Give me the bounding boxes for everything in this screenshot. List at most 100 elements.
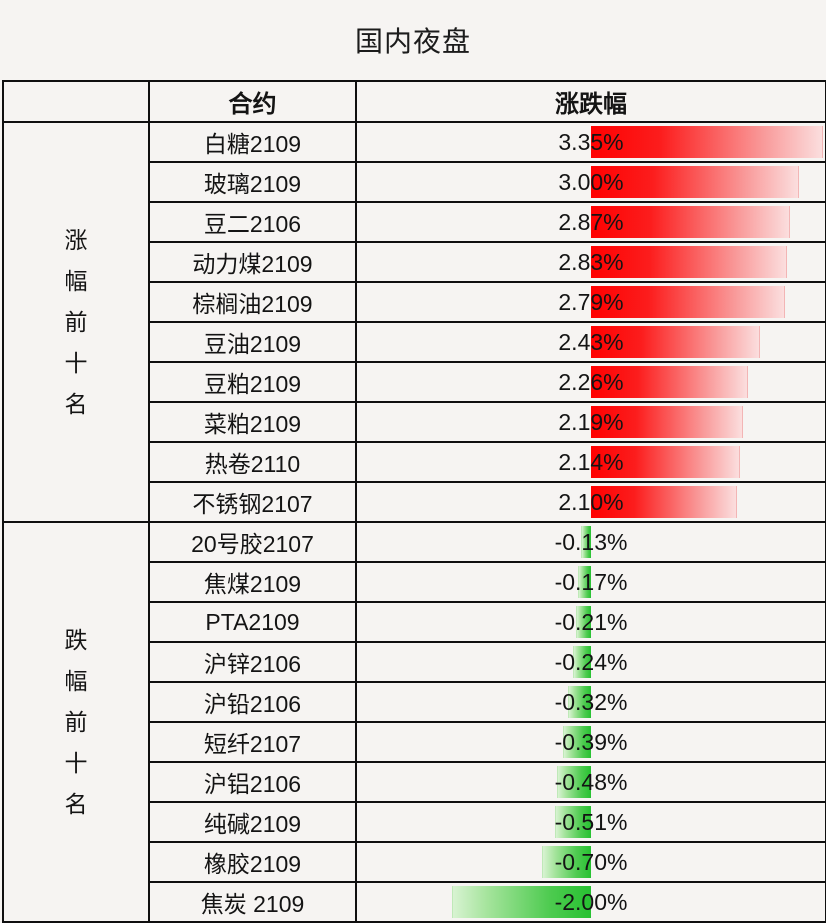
change-cell: -0.24% [355,641,826,683]
positive-data-bar [591,286,785,318]
change-cell: 2.14% [355,441,826,483]
change-value: 2.79% [558,288,624,315]
section-label-gainers: 涨 幅 前 十 名 [2,121,150,523]
contract-cell: 白糖2109 [148,121,357,163]
contract-cell: 焦煤2109 [148,561,357,603]
change-value: 3.35% [558,128,624,155]
change-cell: -0.17% [355,561,826,603]
night-session-table: 合约 涨跌幅 涨 幅 前 十 名 白糖2109 3.35% 玻璃2109 3.00% 豆二… [2,80,826,923]
contract-cell: 豆粕2109 [148,361,357,403]
contract-cell: 不锈钢2107 [148,481,357,523]
contract-cell: 焦炭 2109 [148,881,357,923]
change-cell: -0.39% [355,721,826,763]
table-row: 棕榈油2109 2.79% [3,281,826,323]
table-row: 不锈钢2107 2.10% [3,481,826,523]
change-cell: -0.48% [355,761,826,803]
negative-data-bar [563,726,591,758]
change-value: 2.26% [558,368,624,395]
change-cell: 2.79% [355,281,826,323]
table-row: 焦煤2109 -0.17% [3,561,826,603]
change-cell: -0.21% [355,601,826,643]
contract-cell: 沪铝2106 [148,761,357,803]
table-header: 合约 涨跌幅 [2,80,826,123]
change-value: 2.10% [558,488,624,515]
change-value: -0.13% [554,528,628,555]
positive-data-bar [591,366,748,398]
table-body: 涨 幅 前 十 名 白糖2109 3.35% 玻璃2109 3.00% 豆二2106 2.8… [2,121,826,923]
change-value: 3.00% [558,168,624,195]
positive-data-bar [591,446,740,478]
table-row: 豆二2106 2.87% [3,201,826,243]
contract-cell: 豆油2109 [148,321,357,363]
positive-data-bar [591,166,800,198]
table-row: 焦炭 2109 -2.00% [3,881,826,923]
negative-data-bar [573,646,591,678]
negative-data-bar [578,566,591,598]
change-value: -0.32% [554,688,628,715]
table-row: 橡胶2109 -0.70% [3,841,826,883]
table-row: 动力煤2109 2.83% [3,241,826,283]
change-value: -0.48% [554,768,628,795]
change-value: 2.87% [558,208,624,235]
change-cell: -0.13% [355,521,826,563]
change-cell: 3.00% [355,161,826,203]
change-value: 2.43% [558,328,624,355]
table-row: 菜粕2109 2.19% [3,401,826,443]
negative-data-bar [556,766,591,798]
table-row: PTA2109 -0.21% [3,601,826,643]
contract-cell: 橡胶2109 [148,841,357,883]
table-row: 沪铅2106 -0.32% [3,681,826,723]
change-value: 2.19% [558,408,624,435]
change-cell: 2.83% [355,241,826,283]
positive-data-bar [591,326,760,358]
table-row: 沪锌2106 -0.24% [3,641,826,683]
table-row: 豆粕2109 2.26% [3,361,826,403]
table-row: 纯碱2109 -0.51% [3,801,826,843]
change-value: -0.17% [554,568,628,595]
table-row: 跌 幅 前 十 名 20号胶2107 -0.13% [2,521,826,923]
contract-cell: 短纤2107 [148,721,357,763]
positive-data-bar [591,206,791,238]
change-value: -0.21% [554,608,628,635]
change-value: -0.51% [554,808,628,835]
contract-cell: 热卷2110 [148,441,357,483]
change-cell: 3.35% [355,121,826,163]
change-cell: -2.00% [355,881,826,923]
table-row: 沪铝2106 -0.48% [3,761,826,803]
change-cell: -0.51% [355,801,826,843]
header-empty-cell [2,80,150,123]
positive-data-bar [591,246,788,278]
table-row: 豆油2109 2.43% [3,321,826,363]
table-row: 玻璃2109 3.00% [3,161,826,203]
table-row: 热卷2110 2.14% [3,441,826,483]
change-value: 2.14% [558,448,624,475]
change-value: -0.70% [554,848,628,875]
change-cell: -0.70% [355,841,826,883]
negative-data-bar [575,606,591,638]
contract-cell: 动力煤2109 [148,241,357,283]
contract-cell: 豆二2106 [148,201,357,243]
change-cell: 2.26% [355,361,826,403]
section-label-text: 涨 幅 前 十 名 [64,226,88,417]
change-cell: -0.32% [355,681,826,723]
positive-data-bar [591,126,824,158]
table-row: 短纤2107 -0.39% [3,721,826,763]
contract-cell: 棕榈油2109 [148,281,357,323]
header-contract: 合约 [148,80,357,123]
page-title: 国内夜盘 [354,26,471,57]
contract-cell: 沪铅2106 [148,681,357,723]
change-cell: 2.87% [355,201,826,243]
change-value: -0.24% [554,648,628,675]
change-value: -2.00% [554,888,628,915]
contract-cell: 菜粕2109 [148,401,357,443]
positive-data-bar [591,406,744,438]
table-row: 涨 幅 前 十 名 白糖2109 3.35% [2,121,826,523]
change-cell: 2.10% [355,481,826,523]
contract-cell: PTA2109 [148,601,357,643]
contract-cell: 20号胶2107 [148,521,357,563]
negative-data-bar [451,886,591,918]
contract-cell: 纯碱2109 [148,801,357,843]
change-cell: 2.43% [355,321,826,363]
contract-cell: 玻璃2109 [148,161,357,203]
